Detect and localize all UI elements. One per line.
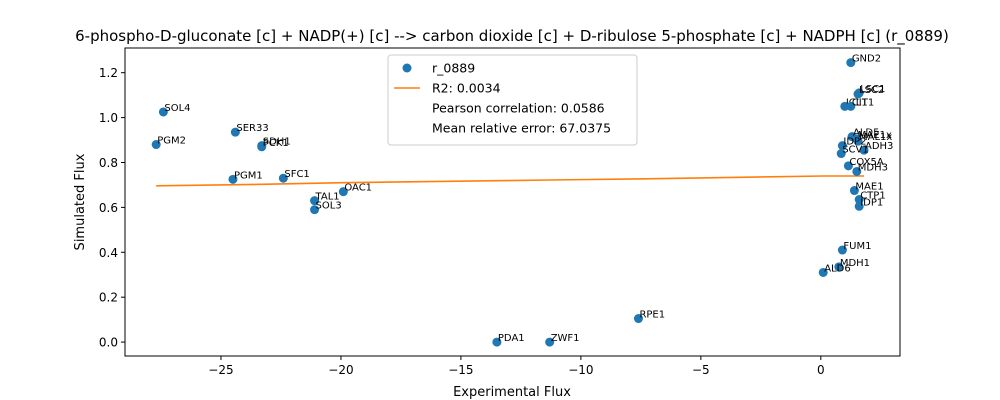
point-label: SOL3 <box>316 201 342 212</box>
point-label: ADH3 <box>865 141 893 152</box>
x-tick-label: −10 <box>568 363 593 377</box>
data-point <box>854 195 864 205</box>
data-point <box>837 245 847 255</box>
y-tick-label: 0.4 <box>99 246 118 260</box>
legend-entry: R2: 0.0034 <box>432 81 501 96</box>
y-tick-label: 0.0 <box>99 336 118 350</box>
data-point <box>854 201 864 211</box>
point-label: ALD5 <box>853 128 879 139</box>
x-tick-label: −5 <box>692 363 710 377</box>
point-label: MAL1x <box>859 132 892 143</box>
data-point <box>843 161 853 171</box>
x-tick-label: 0 <box>817 363 825 377</box>
point-label: MDH1 <box>840 258 870 269</box>
y-axis: 0.0 0.2 0.4 0.6 0.8 1.0 1.2 <box>99 66 125 350</box>
data-point <box>846 101 856 111</box>
legend-entry: r_0889 <box>432 61 475 76</box>
point-label: SFC1 <box>284 169 309 180</box>
data-point <box>545 337 555 347</box>
fit-line <box>156 175 864 187</box>
point-label: TAL1 <box>315 192 340 203</box>
legend: r_0889 R2: 0.0034 Pearson correlation: 0.0… <box>387 54 638 146</box>
y-tick-label: 0.2 <box>99 291 118 305</box>
point-label: PGM2 <box>157 136 186 147</box>
data-point <box>818 267 828 277</box>
data-point <box>837 141 847 151</box>
legend-marker <box>402 63 412 73</box>
data-point <box>257 142 267 152</box>
point-label: GND2 <box>852 54 881 65</box>
point-label: SER33 <box>236 123 268 134</box>
x-axis: −25 −20 −15 −10 −5 0 <box>208 356 825 377</box>
point-label: PCK1 <box>263 138 289 149</box>
data-point <box>158 107 168 117</box>
data-point <box>278 173 288 183</box>
point-label: MAE1 <box>855 182 883 193</box>
legend-box <box>387 54 638 146</box>
data-point <box>836 149 846 159</box>
point-label: LSC1 <box>860 84 885 95</box>
y-tick-label: 0.6 <box>99 201 118 215</box>
data-point <box>859 145 869 155</box>
axes-frame <box>124 47 901 357</box>
x-axis-label: Experimental Flux <box>453 385 571 400</box>
point-label: PDA1 <box>498 333 525 344</box>
point-label: IDP2 <box>843 137 866 148</box>
point-label: MDH3 <box>858 162 888 173</box>
point-label: ICL1 <box>846 97 868 108</box>
x-tick-label: −20 <box>328 363 353 377</box>
point-label: FUM1 <box>843 241 871 252</box>
x-tick-label: −25 <box>208 363 233 377</box>
data-point <box>834 262 844 272</box>
y-axis-label: Simulated Flux <box>73 153 88 250</box>
point-label: PGM1 <box>234 170 263 181</box>
legend-entry: Pearson correlation: 0.0586 <box>432 101 605 116</box>
data-point <box>633 314 643 324</box>
data-point <box>849 186 859 196</box>
data-point <box>228 174 238 184</box>
legend-entry: Mean relative error: 67.0375 <box>432 121 611 136</box>
y-tick-label: 0.8 <box>99 156 118 170</box>
point-label: ALD6 <box>824 263 850 274</box>
point-label: MAE1x <box>858 130 892 141</box>
point-label: RPE1 <box>639 310 665 321</box>
point-label: LSC2 <box>859 85 884 96</box>
data-point <box>230 127 240 137</box>
point-label: SDH1 <box>263 137 291 148</box>
data-point <box>338 187 348 197</box>
point-label: OAC1 <box>344 183 372 194</box>
data-point <box>310 205 320 215</box>
data-point <box>310 196 320 206</box>
x-tick-label: −15 <box>448 363 473 377</box>
data-point <box>151 140 161 150</box>
data-point <box>492 337 502 347</box>
point-label: IDP1 <box>860 197 883 208</box>
y-tick-label: 1.2 <box>99 66 118 80</box>
point-label: CTP1 <box>860 191 885 202</box>
point-label: COX5A <box>849 157 883 168</box>
y-tick-label: 1.0 <box>99 111 118 125</box>
chart-title: 6-phospho-D-gluconate [c] + NADP(+) [c] … <box>75 27 949 46</box>
data-point <box>852 166 862 176</box>
point-label: CIT1 <box>852 97 874 108</box>
point-label: ZWF1 <box>551 333 580 344</box>
data-point <box>846 58 856 68</box>
data-point <box>853 136 863 146</box>
point-label: SOL4 <box>164 103 190 114</box>
point-label: SCV1 <box>842 145 869 156</box>
data-point <box>853 89 863 99</box>
